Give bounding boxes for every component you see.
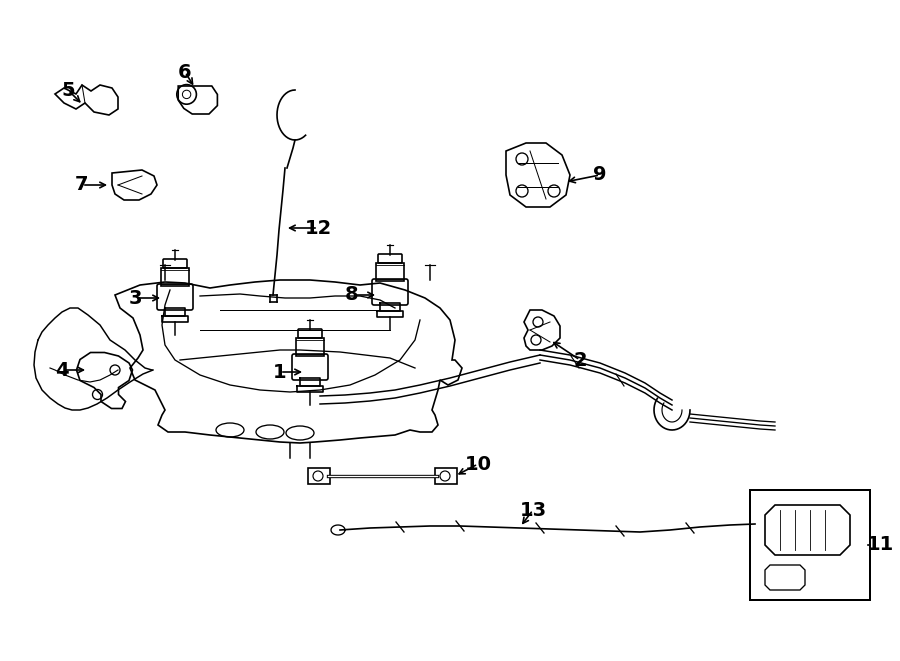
Text: 13: 13 (519, 500, 546, 520)
Text: 1: 1 (274, 362, 287, 381)
Text: 2: 2 (573, 350, 587, 369)
Text: 7: 7 (76, 176, 89, 194)
Text: 4: 4 (55, 360, 68, 379)
Text: 5: 5 (61, 81, 75, 100)
Text: 9: 9 (593, 165, 607, 184)
Bar (376, 263, 404, 281)
Bar (161, 268, 189, 286)
Text: 6: 6 (178, 63, 192, 81)
Text: 3: 3 (128, 288, 142, 307)
Bar (308, 468, 330, 484)
Bar (296, 338, 324, 356)
Text: 8: 8 (346, 286, 359, 305)
Text: 11: 11 (867, 535, 894, 555)
Text: 10: 10 (464, 455, 491, 473)
Text: 12: 12 (304, 219, 331, 237)
Bar (750, 490, 870, 600)
Bar (435, 468, 457, 484)
